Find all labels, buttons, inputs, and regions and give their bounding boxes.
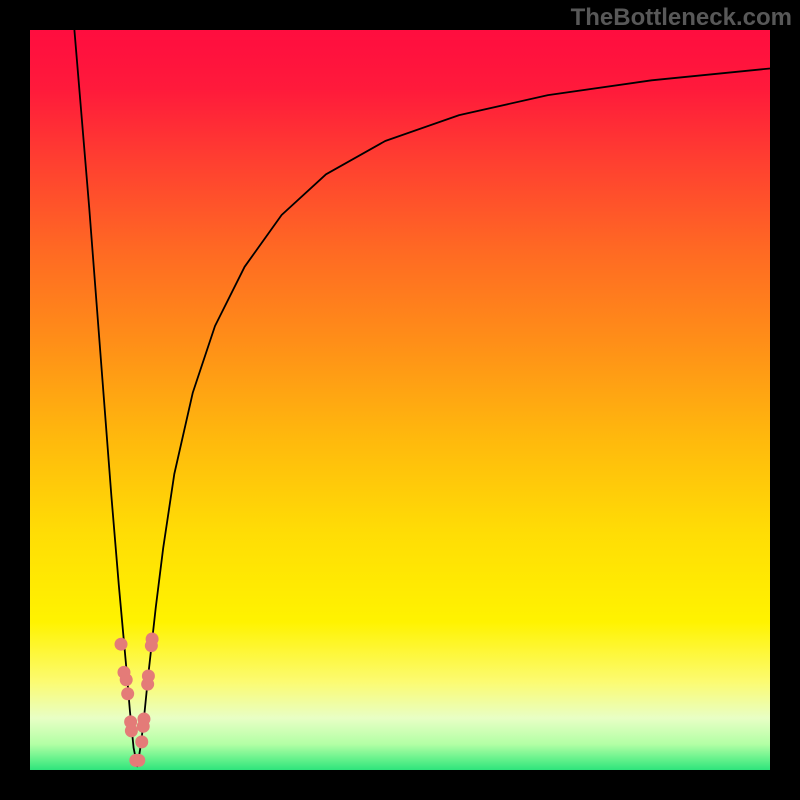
- data-marker: [132, 754, 145, 767]
- data-marker: [115, 638, 128, 651]
- plot-area: [30, 30, 770, 770]
- data-marker: [137, 712, 150, 725]
- data-marker: [121, 687, 134, 700]
- chart-container: TheBottleneck.com: [0, 0, 800, 800]
- data-marker: [125, 724, 138, 737]
- data-marker: [142, 670, 155, 683]
- watermark-text: TheBottleneck.com: [571, 4, 792, 32]
- chart-svg: [30, 30, 770, 770]
- data-marker: [120, 673, 133, 686]
- data-marker: [146, 633, 159, 646]
- gradient-background: [30, 30, 770, 770]
- data-marker: [135, 735, 148, 748]
